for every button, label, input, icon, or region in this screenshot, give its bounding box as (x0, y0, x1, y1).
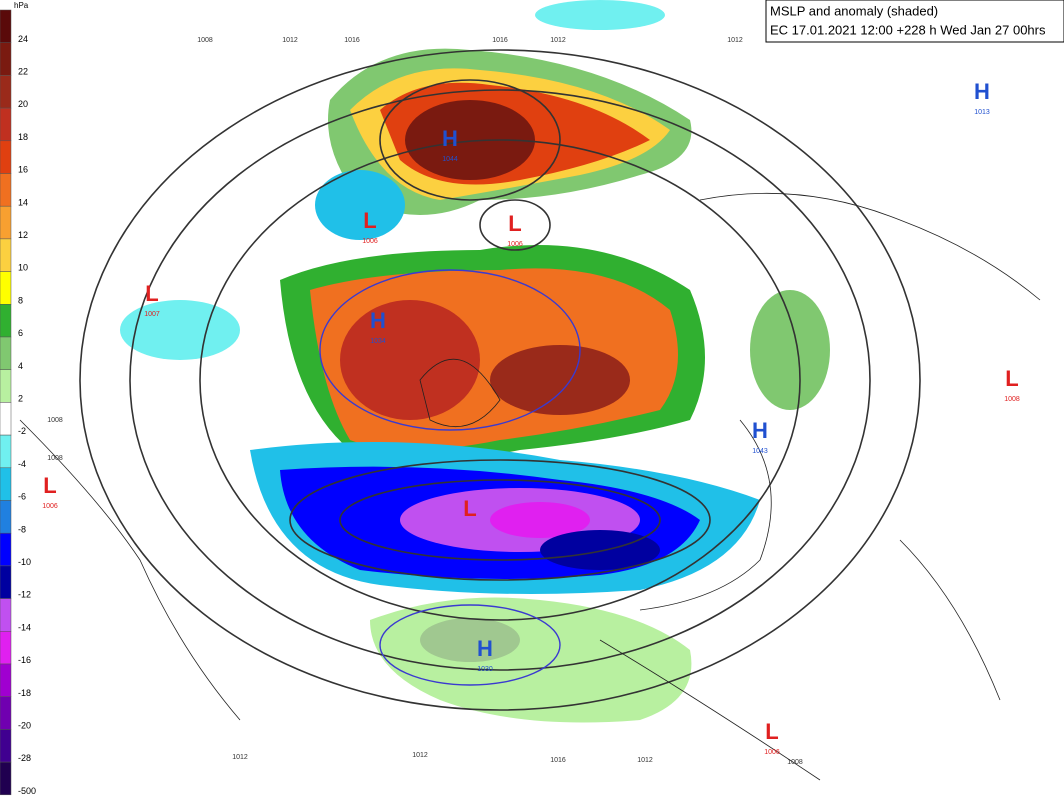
legend-swatch (0, 500, 12, 534)
center-letter: L (765, 719, 778, 744)
header-title: MSLP and anomaly (shaded) (770, 3, 938, 18)
header-run: EC 17.01.2021 12:00 +228 h Wed Jan 27 00… (770, 22, 1046, 37)
center-letter: L (463, 496, 476, 521)
isobar-label: 1008 (47, 417, 63, 424)
isobar-label: 1012 (412, 752, 428, 759)
legend-label: -28 (18, 753, 31, 763)
center-letter: H (752, 418, 768, 443)
center-letter: L (363, 208, 376, 233)
legend-label: -500 (18, 786, 36, 796)
center-value: 1013 (974, 109, 990, 116)
center-letter: H (442, 126, 458, 151)
legend-label: 14 (18, 197, 28, 207)
legend-swatch (0, 238, 12, 272)
center-value: 1008 (1004, 396, 1020, 403)
center-value: 1006 (507, 241, 523, 248)
isobar-label: 1016 (344, 37, 360, 44)
isobars (19, 49, 1041, 781)
isobar-label: 1016 (550, 757, 566, 764)
legend-swatch (0, 336, 12, 370)
legend-label: -12 (18, 590, 31, 600)
legend-swatch (0, 532, 12, 567)
center-value: 1043 (752, 448, 768, 455)
legend-swatch (0, 173, 12, 207)
center-value: 1007 (144, 311, 160, 318)
legend-label: 6 (18, 328, 23, 338)
center-letter: H (974, 79, 990, 104)
legend-unit: hPa (14, 1, 29, 10)
legend-label: -10 (18, 557, 31, 567)
legend-swatch (0, 663, 12, 697)
legend-swatch (0, 42, 12, 76)
anomaly-shading (120, 0, 830, 723)
legend-swatch (0, 271, 12, 305)
legend-swatch (0, 434, 12, 469)
isobar-label: 1012 (282, 37, 298, 44)
legend-swatch (0, 205, 12, 240)
legend-label: -4 (18, 459, 26, 469)
center-letter: L (508, 211, 521, 236)
legend-swatch (0, 696, 12, 730)
pressure-centers: H 1044 L 1006 L 1006 L 1007 H 1034 L 1008 H 1043 L 1006… (42, 79, 1020, 756)
legend-swatch (0, 761, 12, 796)
legend-label: -2 (18, 426, 26, 436)
legend-label: 18 (18, 132, 28, 142)
legend-label: -8 (18, 524, 26, 534)
legend-label: -18 (18, 688, 31, 698)
legend-swatch (0, 565, 12, 599)
legend-swatch (0, 631, 12, 665)
legend-swatch (0, 402, 12, 436)
legend-label: 20 (18, 99, 28, 109)
center-letter: L (145, 281, 158, 306)
legend-swatch (0, 598, 12, 632)
center-value: 1006 (764, 749, 780, 756)
center-value: 1006 (42, 503, 58, 510)
legend-label: 16 (18, 165, 28, 175)
isobar-label: 1016 (492, 37, 508, 44)
legend-swatch (0, 75, 12, 109)
legend-label: 10 (18, 263, 28, 273)
isobar-label: 1012 (232, 754, 248, 761)
legend-label: -20 (18, 721, 31, 731)
center-letter: L (43, 473, 56, 498)
isobar-label: 1012 (637, 757, 653, 764)
center-value: 1006 (362, 238, 378, 245)
isobar-label: 1012 (550, 37, 566, 44)
legend-swatch (0, 107, 12, 142)
isobar-labels: 1008 1012 1016 1016 1012 1012 1008 1008 1012 1012… (47, 37, 803, 766)
center-value: 1030 (477, 666, 493, 673)
legend: 24 22 20 18 16 14 12 10 8 6 4 2 -2 -4 -6 -8 -10 -12 -14 -16… (0, 9, 36, 796)
legend-label: 24 (18, 34, 28, 44)
legend-swatch (0, 729, 12, 763)
legend-swatch (0, 140, 12, 174)
isobar-label: 1008 (197, 37, 213, 44)
isobar-label: 1008 (787, 759, 803, 766)
legend-label: -6 (18, 492, 26, 502)
isobar-label: 1012 (727, 37, 743, 44)
legend-label: 2 (18, 394, 23, 404)
legend-swatch (0, 467, 12, 501)
legend-swatch (0, 9, 12, 43)
legend-label: -14 (18, 622, 31, 632)
legend-label: 12 (18, 230, 28, 240)
legend-swatch (0, 369, 12, 403)
legend-label: 4 (18, 361, 23, 371)
legend-label: 22 (18, 67, 28, 77)
center-value: 1044 (442, 156, 458, 163)
legend-label: 8 (18, 295, 23, 305)
center-letter: L (1005, 366, 1018, 391)
center-letter: H (370, 308, 386, 333)
isobar-label: 1008 (47, 455, 63, 462)
legend-swatch (0, 304, 12, 338)
header-box (765, 0, 1064, 43)
center-letter: H (477, 636, 493, 661)
center-value: 1034 (370, 338, 386, 345)
legend-label: -16 (18, 655, 31, 665)
